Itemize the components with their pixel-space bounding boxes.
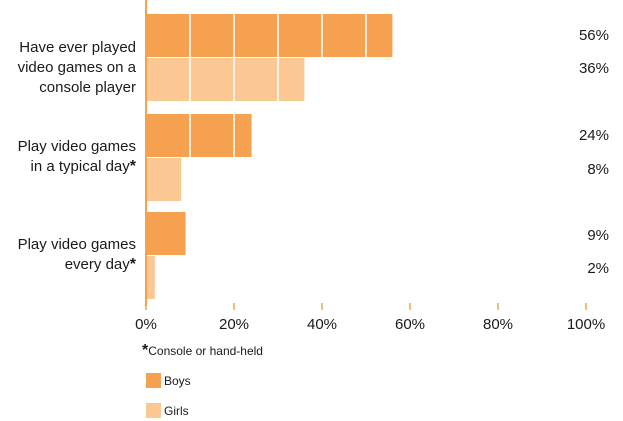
legend-item-boys: Boys [146, 373, 191, 388]
legend-label-girls: Girls [164, 403, 189, 418]
bar-boys-every-day [146, 212, 186, 255]
category-label-line: Play video games [17, 138, 136, 155]
value-label-boys-typical-day: 24% [578, 127, 609, 144]
category-label-line-text: in a typical day [30, 158, 130, 175]
bar-girls-typical-day [146, 158, 182, 201]
category-label-typical-day: Play video games in a typical day* [18, 137, 136, 177]
legend-item-girls: Girls [146, 403, 189, 418]
footnote-text: Console or hand-held [148, 344, 263, 358]
bar-boys-typical-day [146, 114, 252, 157]
category-label-line: Have ever played [19, 39, 136, 56]
x-tick-label: 60% [394, 316, 426, 333]
bar-boys-console [146, 14, 393, 57]
x-tick-label: 100% [566, 316, 606, 333]
category-label-console: Have ever played video games on a consol… [18, 38, 136, 98]
category-label-line: every day* [18, 255, 136, 275]
x-tick-label: 40% [306, 316, 338, 333]
category-label-line: in a typical day* [18, 157, 136, 177]
category-label-line: video games on a [17, 59, 136, 76]
value-label-boys-every-day: 9% [587, 227, 609, 244]
asterisk-mark: * [129, 158, 136, 175]
value-label-girls-every-day: 2% [587, 260, 609, 277]
category-label-line: console player [39, 79, 136, 96]
value-label-boys-console: 56% [578, 27, 609, 44]
category-label-line: Play video games [17, 236, 136, 253]
asterisk-mark: * [129, 256, 136, 273]
value-label-girls-typical-day: 8% [587, 161, 609, 178]
category-label-line-text: every day [64, 256, 130, 273]
x-tick-label: 80% [482, 316, 514, 333]
category-label-every-day: Play video games every day* [18, 235, 136, 275]
x-tick-label: 0% [135, 316, 157, 333]
bar-girls-every-day [146, 256, 155, 299]
footnote: *Console or hand-held [142, 342, 263, 360]
legend-label-boys: Boys [164, 373, 191, 388]
x-tick-label: 20% [218, 316, 250, 333]
asterisk-mark: * [142, 342, 149, 359]
bar-girls-console [146, 58, 305, 101]
legend-swatch-boys [146, 373, 161, 388]
legend-swatch-girls [146, 403, 161, 418]
value-label-girls-console: 36% [578, 60, 609, 77]
